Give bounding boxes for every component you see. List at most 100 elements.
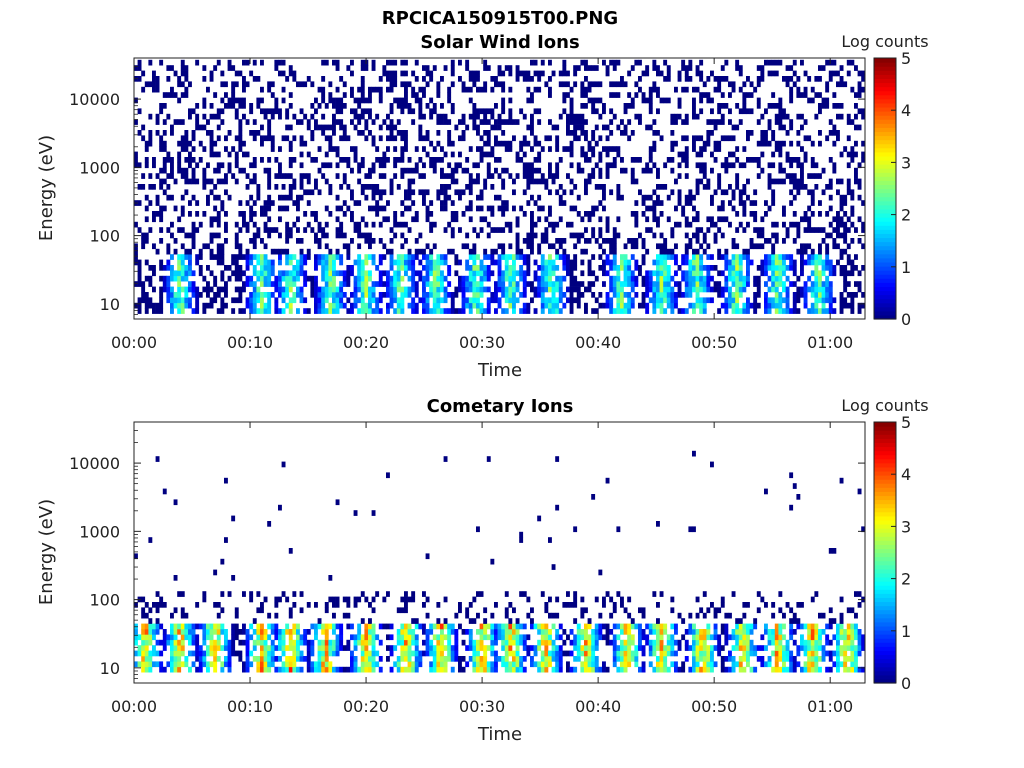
heatmap-cell xyxy=(699,162,704,169)
heatmap-cell xyxy=(364,124,369,131)
heatmap-cell xyxy=(778,259,783,266)
heatmap-cell xyxy=(411,270,416,277)
heatmap-cell xyxy=(242,216,246,223)
heatmap-cell xyxy=(605,623,610,630)
heatmap-cell xyxy=(753,281,758,287)
heatmap-cell xyxy=(785,297,790,304)
heatmap-cell xyxy=(598,184,603,190)
heatmap-cell xyxy=(386,113,390,120)
heatmap-cell xyxy=(717,308,722,314)
heatmap-cell xyxy=(497,656,502,662)
heatmap-cell xyxy=(303,639,308,646)
heatmap-cell xyxy=(400,232,405,239)
heatmap-cell xyxy=(735,308,740,314)
heatmap-cell xyxy=(537,140,542,147)
heatmap-cell xyxy=(209,130,214,136)
heatmap-cell xyxy=(375,113,380,120)
heatmap-cell xyxy=(378,259,383,266)
heatmap-cell xyxy=(141,281,146,287)
heatmap-cell xyxy=(537,119,542,125)
heatmap-cell xyxy=(407,634,412,641)
heatmap-cell xyxy=(825,81,830,88)
heatmap-cell xyxy=(310,130,315,136)
heatmap-cell xyxy=(497,629,502,635)
heatmap-cell xyxy=(688,292,693,298)
heatmap-cell xyxy=(285,596,290,603)
heatmap-cell xyxy=(216,254,221,260)
heatmap-cell xyxy=(152,602,156,608)
heatmap-cell xyxy=(756,265,761,271)
heatmap-cell xyxy=(843,248,848,255)
heatmap-cell xyxy=(180,286,185,293)
heatmap-cell xyxy=(659,270,664,277)
heatmap-cell xyxy=(591,81,596,88)
heatmap-cell xyxy=(274,308,279,314)
heatmap-cell xyxy=(526,281,531,287)
heatmap-cell xyxy=(454,259,459,266)
heatmap-cell xyxy=(645,227,650,233)
heatmap-cell xyxy=(476,178,480,185)
heatmap-cell xyxy=(396,629,401,635)
heatmap-cell xyxy=(494,124,498,131)
heatmap-cell xyxy=(148,656,153,662)
heatmap-cell xyxy=(630,167,635,174)
heatmap-cell xyxy=(371,135,376,142)
heatmap-cell xyxy=(368,666,372,673)
heatmap-cell xyxy=(584,656,588,662)
heatmap-cell xyxy=(846,281,851,287)
heatmap-cell xyxy=(238,124,243,131)
heatmap-cell xyxy=(695,113,700,120)
heatmap-cell xyxy=(587,65,592,71)
heatmap-cell xyxy=(677,194,682,201)
heatmap-cell xyxy=(216,162,221,169)
heatmap-cell xyxy=(634,178,639,185)
heatmap-cell xyxy=(497,140,502,147)
heatmap-cell xyxy=(548,275,552,282)
heatmap-cell xyxy=(602,205,606,212)
heatmap-cell xyxy=(400,81,405,88)
heatmap-cell xyxy=(184,146,189,152)
heatmap-cell xyxy=(850,259,855,266)
heatmap-cell xyxy=(152,308,156,314)
heatmap-cell xyxy=(504,259,509,266)
heatmap-cell xyxy=(814,286,819,293)
heatmap-cell xyxy=(731,281,736,287)
heatmap-cell xyxy=(537,281,542,287)
heatmap-cell xyxy=(605,135,610,142)
heatmap-cell xyxy=(184,275,189,282)
heatmap-cell xyxy=(807,216,812,223)
heatmap-cell xyxy=(299,140,304,147)
heatmap-cell xyxy=(418,275,423,282)
heatmap-cell xyxy=(220,661,225,668)
heatmap-cell xyxy=(270,623,275,630)
heatmap-cell xyxy=(504,623,509,630)
heatmap-cell xyxy=(303,113,308,120)
heatmap-cell xyxy=(162,189,167,196)
heatmap-cell xyxy=(526,173,531,179)
heatmap-cell xyxy=(263,596,268,603)
heatmap-cell xyxy=(652,297,657,304)
heatmap-cell xyxy=(537,178,542,185)
heatmap-cell xyxy=(623,254,628,260)
heatmap-cell xyxy=(346,297,351,304)
heatmap-cell xyxy=(756,173,761,179)
heatmap-cell xyxy=(148,140,153,147)
heatmap-cell xyxy=(566,146,570,152)
heatmap-cell xyxy=(465,286,470,293)
heatmap-cell xyxy=(612,254,617,260)
heatmap-cell xyxy=(731,259,736,266)
heatmap-cell xyxy=(191,650,196,657)
heatmap-cell xyxy=(450,297,455,304)
heatmap-cell xyxy=(137,275,142,282)
heatmap-cell xyxy=(504,308,509,314)
heatmap-cell xyxy=(425,130,430,136)
heatmap-cell xyxy=(551,656,556,662)
heatmap-cell xyxy=(645,270,650,277)
heatmap-cell xyxy=(530,281,534,287)
heatmap-cell xyxy=(364,232,369,239)
heatmap-cell xyxy=(648,297,653,304)
heatmap-cell xyxy=(526,167,531,174)
heatmap-cell xyxy=(162,119,167,125)
heatmap-cell xyxy=(612,157,617,163)
heatmap-cell xyxy=(656,221,660,228)
